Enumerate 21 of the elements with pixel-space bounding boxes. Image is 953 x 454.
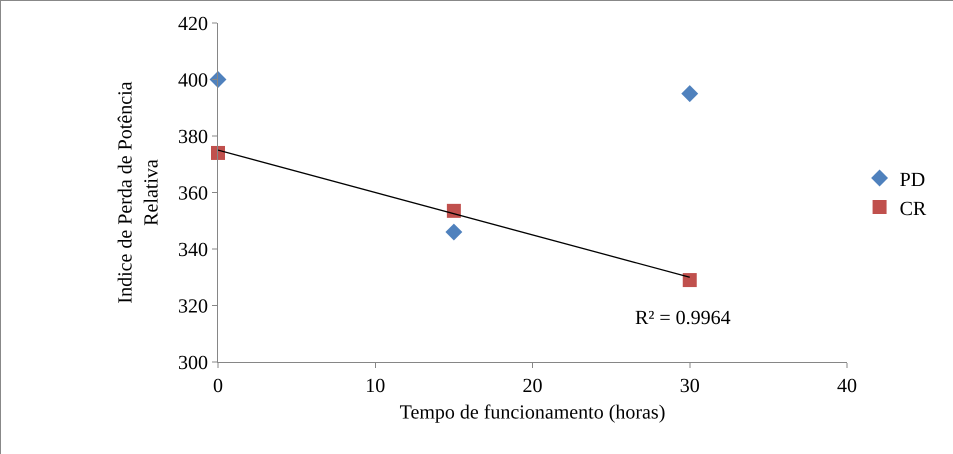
x-tick-label: 20 xyxy=(522,375,542,397)
legend-label: CR xyxy=(900,198,927,220)
legend-label: PD xyxy=(900,168,926,191)
point xyxy=(445,224,462,240)
y-tick-label: 420 xyxy=(178,13,208,35)
point xyxy=(446,204,461,218)
x-tick-label: 0 xyxy=(213,375,223,397)
y-tick-label: 340 xyxy=(178,239,208,261)
point xyxy=(682,273,697,288)
y-tick-label: 360 xyxy=(178,182,208,204)
x-tick-label: 40 xyxy=(837,375,857,397)
annotation: R² = 0.9964 xyxy=(635,307,731,329)
y-tick-label: 380 xyxy=(178,126,208,148)
y-axis-title: Indice de Perda de Potência Relativa xyxy=(114,81,162,304)
x-tick-label: 30 xyxy=(680,375,700,397)
y-tick-label: 300 xyxy=(178,352,208,374)
x-axis-title: Tempo de funcionamento (horas) xyxy=(400,402,666,424)
y-tick-label: 320 xyxy=(178,296,208,318)
y-tick-label: 400 xyxy=(178,70,208,92)
x-tick-label: 10 xyxy=(365,375,386,397)
point xyxy=(681,85,698,102)
